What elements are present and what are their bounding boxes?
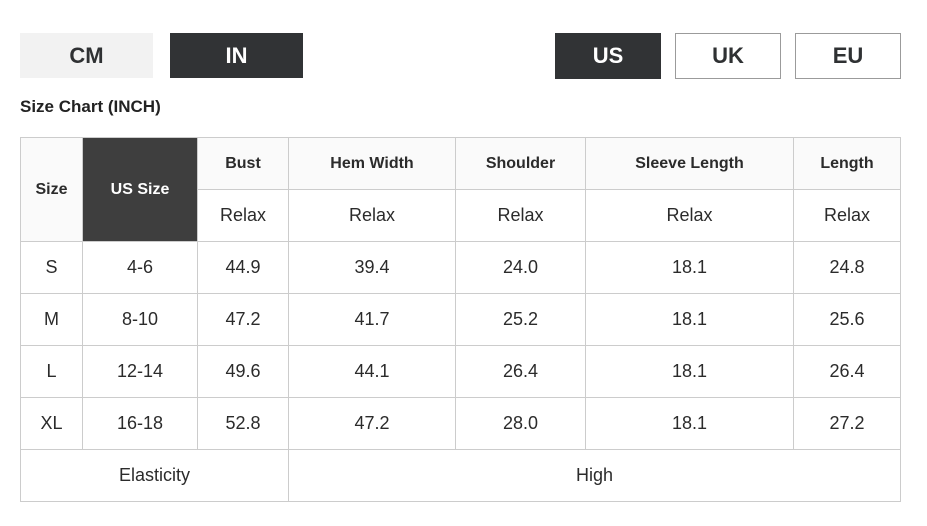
table-row-s: S 4-6 44.9 39.4 24.0 18.1 24.8 bbox=[20, 241, 901, 294]
hem-width-cell: 44.1 bbox=[288, 345, 456, 398]
table-row-xl: XL 16-18 52.8 47.2 28.0 18.1 27.2 bbox=[20, 397, 901, 450]
col-header-shoulder: Shoulder bbox=[455, 137, 586, 190]
unit-toggle-group: CM IN bbox=[20, 33, 303, 78]
bust-cell: 49.6 bbox=[197, 345, 289, 398]
shoulder-cell: 26.4 bbox=[455, 345, 586, 398]
region-toggle-group: US UK EU bbox=[555, 33, 901, 79]
sleeve-length-cell: 18.1 bbox=[585, 345, 794, 398]
size-cell: S bbox=[20, 241, 83, 294]
bust-cell: 47.2 bbox=[197, 293, 289, 346]
table-row-l: L 12-14 49.6 44.1 26.4 18.1 26.4 bbox=[20, 345, 901, 398]
hem-width-cell: 41.7 bbox=[288, 293, 456, 346]
table-row-m: M 8-10 47.2 41.7 25.2 18.1 25.6 bbox=[20, 293, 901, 346]
col-subheader-bust: Relax bbox=[197, 189, 289, 242]
us-size-cell: 16-18 bbox=[82, 397, 198, 450]
col-subheader-hem-width: Relax bbox=[288, 189, 456, 242]
sleeve-length-cell: 18.1 bbox=[585, 397, 794, 450]
region-eu-button[interactable]: EU bbox=[795, 33, 901, 79]
hem-width-cell: 47.2 bbox=[288, 397, 456, 450]
hem-width-cell: 39.4 bbox=[288, 241, 456, 294]
size-cell: L bbox=[20, 345, 83, 398]
length-cell: 26.4 bbox=[793, 345, 901, 398]
shoulder-cell: 25.2 bbox=[455, 293, 586, 346]
elasticity-label-cell: Elasticity bbox=[20, 449, 289, 502]
col-header-length: Length bbox=[793, 137, 901, 190]
col-subheader-length: Relax bbox=[793, 189, 901, 242]
length-cell: 27.2 bbox=[793, 397, 901, 450]
shoulder-cell: 24.0 bbox=[455, 241, 586, 294]
col-header-hem-width: Hem Width bbox=[288, 137, 456, 190]
col-header-bust: Bust bbox=[197, 137, 289, 190]
length-cell: 25.6 bbox=[793, 293, 901, 346]
table-header-row-sub: Relax Relax Relax Relax Relax bbox=[21, 189, 901, 242]
col-header-size: Size bbox=[20, 137, 83, 242]
col-header-us-size: US Size bbox=[82, 137, 198, 242]
size-chart-table: Size US Size Bust Hem Width Shoulder Sleeve L… bbox=[20, 137, 901, 502]
region-us-button[interactable]: US bbox=[555, 33, 661, 79]
sleeve-length-cell: 18.1 bbox=[585, 293, 794, 346]
size-cell: XL bbox=[20, 397, 83, 450]
size-cell: M bbox=[20, 293, 83, 346]
table-header-row-main: Size US Size Bust Hem Width Shoulder Sleeve L… bbox=[20, 137, 901, 242]
table-footer: Elasticity High bbox=[20, 449, 901, 502]
col-subheader-sleeve-length: Relax bbox=[585, 189, 794, 242]
us-size-cell: 12-14 bbox=[82, 345, 198, 398]
col-header-sleeve-length: Sleeve Length bbox=[585, 137, 794, 190]
unit-in-button[interactable]: IN bbox=[170, 33, 303, 78]
col-subheader-shoulder: Relax bbox=[455, 189, 586, 242]
us-size-cell: 4-6 bbox=[82, 241, 198, 294]
table-header: Size US Size Bust Hem Width Shoulder Sleeve L… bbox=[20, 137, 901, 242]
table-footer-row: Elasticity High bbox=[20, 449, 901, 502]
elasticity-value-cell: High bbox=[288, 449, 901, 502]
page-title: Size Chart (INCH) bbox=[20, 97, 161, 116]
length-cell: 24.8 bbox=[793, 241, 901, 294]
bust-cell: 52.8 bbox=[197, 397, 289, 450]
region-uk-button[interactable]: UK bbox=[675, 33, 781, 79]
toolbar: CM IN US UK EU bbox=[20, 33, 901, 79]
bust-cell: 44.9 bbox=[197, 241, 289, 294]
unit-cm-button[interactable]: CM bbox=[20, 33, 153, 78]
sleeve-length-cell: 18.1 bbox=[585, 241, 794, 294]
us-size-cell: 8-10 bbox=[82, 293, 198, 346]
table-body: S 4-6 44.9 39.4 24.0 18.1 24.8 M 8-10 47.2 41.7 25.… bbox=[20, 241, 901, 450]
size-chart-page: CM IN US UK EU Size Chart (INCH) Size US Siz… bbox=[20, 33, 901, 502]
shoulder-cell: 28.0 bbox=[455, 397, 586, 450]
